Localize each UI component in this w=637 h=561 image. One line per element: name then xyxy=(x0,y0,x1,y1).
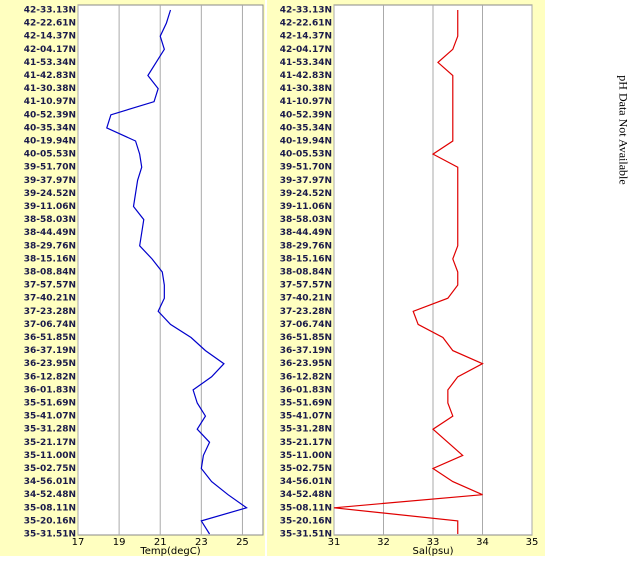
y-tick-label: 39-11.06N xyxy=(24,202,76,212)
y-tick-label: 37-06.74N xyxy=(280,320,332,330)
y-tick-label: 38-44.49N xyxy=(280,228,332,238)
y-tick-label: 36-12.82N xyxy=(24,372,76,382)
y-tick-label: 34-52.48N xyxy=(24,490,76,500)
y-tick-label: 42-14.37N xyxy=(24,32,76,42)
y-tick-label: 35-41.07N xyxy=(280,412,332,422)
y-tick-label: 35-31.51N xyxy=(280,530,332,540)
y-tick-label: 38-08.84N xyxy=(24,268,76,278)
y-tick-label: 38-58.03N xyxy=(24,215,76,225)
y-tick-label: 36-23.95N xyxy=(24,359,76,369)
y-tick-label: 41-30.38N xyxy=(280,84,332,94)
y-tick-label: 37-06.74N xyxy=(24,320,76,330)
y-tick-label: 34-56.01N xyxy=(24,477,76,487)
y-tick-label: 36-01.83N xyxy=(280,385,332,395)
y-tick-label: 34-56.01N xyxy=(280,477,332,487)
y-tick-label: 35-02.75N xyxy=(24,464,76,474)
y-tick-label: 36-37.19N xyxy=(280,346,332,356)
y-tick-label: 41-30.38N xyxy=(24,84,76,94)
y-tick-label: 36-01.83N xyxy=(24,385,76,395)
y-tick-label: 37-57.57N xyxy=(24,281,76,291)
x-tick-label: 34 xyxy=(476,537,489,548)
y-tick-label: 36-37.19N xyxy=(24,346,76,356)
x-tick-label: 32 xyxy=(377,537,390,548)
y-tick-label: 39-37.97N xyxy=(280,176,332,186)
x-tick-label: 21 xyxy=(154,537,167,548)
y-tick-label: 37-40.21N xyxy=(280,294,332,304)
annotation: pH Data Not Available xyxy=(616,75,630,184)
y-tick-label: 38-08.84N xyxy=(280,268,332,278)
y-tick-label: 35-51.69N xyxy=(280,399,332,409)
y-tick-label: 41-42.83N xyxy=(24,71,76,81)
x-axis-label: Sal(psu) xyxy=(413,546,454,557)
y-tick-label: 42-04.17N xyxy=(280,45,332,55)
y-tick-label: 40-05.53N xyxy=(280,150,332,160)
y-tick-label: 35-51.69N xyxy=(24,399,76,409)
y-tick-label: 41-53.34N xyxy=(280,58,332,68)
x-tick-label: 33 xyxy=(427,537,440,548)
x-tick-label: 17 xyxy=(72,537,85,548)
y-tick-label: 35-11.00N xyxy=(280,451,332,461)
profile-line xyxy=(333,10,484,534)
y-tick-label: 42-33.13N xyxy=(24,6,76,16)
y-tick-label: 35-31.51N xyxy=(24,530,76,540)
x-tick-label: 35 xyxy=(526,537,539,548)
y-tick-label: 41-10.97N xyxy=(280,97,332,107)
y-tick-label: 36-51.85N xyxy=(24,333,76,343)
y-tick-label: 35-08.11N xyxy=(280,503,332,513)
y-tick-label: 38-15.16N xyxy=(280,254,332,264)
y-tick-label: 39-24.52N xyxy=(280,189,332,199)
x-axis-label: Temp(degC) xyxy=(139,546,200,557)
y-tick-label: 35-41.07N xyxy=(24,412,76,422)
y-tick-label: 39-37.97N xyxy=(24,176,76,186)
y-tick-label: 36-12.82N xyxy=(280,372,332,382)
y-tick-label: 42-22.61N xyxy=(24,19,76,29)
y-tick-label: 41-53.34N xyxy=(24,58,76,68)
x-tick-label: 31 xyxy=(328,537,341,548)
y-tick-label: 40-35.34N xyxy=(24,123,76,133)
y-tick-label: 35-02.75N xyxy=(280,464,332,474)
plot-area xyxy=(77,4,264,536)
y-tick-label: 38-15.16N xyxy=(24,254,76,264)
x-tick-label: 25 xyxy=(236,537,249,548)
y-tick-label: 40-19.94N xyxy=(24,137,76,147)
y-tick-label: 36-23.95N xyxy=(280,359,332,369)
y-tick-label: 35-21.17N xyxy=(24,438,76,448)
y-tick-label: 37-23.28N xyxy=(280,307,332,317)
y-tick-label: 37-23.28N xyxy=(24,307,76,317)
y-tick-label: 36-51.85N xyxy=(280,333,332,343)
x-tick-label: 23 xyxy=(195,537,208,548)
y-tick-label: 35-20.16N xyxy=(280,516,332,526)
y-tick-label: 40-52.39N xyxy=(24,110,76,120)
y-tick-label: 35-31.28N xyxy=(280,425,332,435)
y-tick-label: 38-29.76N xyxy=(280,241,332,251)
y-tick-label: 41-10.97N xyxy=(24,97,76,107)
y-tick-label: 37-57.57N xyxy=(280,281,332,291)
y-tick-label: 34-52.48N xyxy=(280,490,332,500)
y-tick-label: 42-22.61N xyxy=(280,19,332,29)
x-tick-label: 19 xyxy=(113,537,126,548)
y-tick-label: 42-33.13N xyxy=(280,6,332,16)
y-tick-label: 38-44.49N xyxy=(24,228,76,238)
y-tick-label: 38-58.03N xyxy=(280,215,332,225)
y-tick-label: 41-42.83N xyxy=(280,71,332,81)
y-tick-label: 35-20.16N xyxy=(24,516,76,526)
y-tick-label: 39-24.52N xyxy=(24,189,76,199)
profile-line xyxy=(106,9,248,535)
y-tick-label: 35-08.11N xyxy=(24,503,76,513)
y-tick-label: 39-51.70N xyxy=(24,163,76,173)
y-tick-label: 40-35.34N xyxy=(280,123,332,133)
y-tick-label: 40-52.39N xyxy=(280,110,332,120)
y-tick-label: 40-05.53N xyxy=(24,150,76,160)
y-tick-label: 35-11.00N xyxy=(24,451,76,461)
y-tick-label: 35-21.17N xyxy=(280,438,332,448)
y-tick-label: 40-19.94N xyxy=(280,137,332,147)
y-tick-label: 37-40.21N xyxy=(24,294,76,304)
y-tick-label: 35-31.28N xyxy=(24,425,76,435)
y-tick-label: 42-04.17N xyxy=(24,45,76,55)
y-tick-label: 38-29.76N xyxy=(24,241,76,251)
y-tick-label: 39-11.06N xyxy=(280,202,332,212)
y-tick-label: 42-14.37N xyxy=(280,32,332,42)
y-tick-label: 39-51.70N xyxy=(280,163,332,173)
